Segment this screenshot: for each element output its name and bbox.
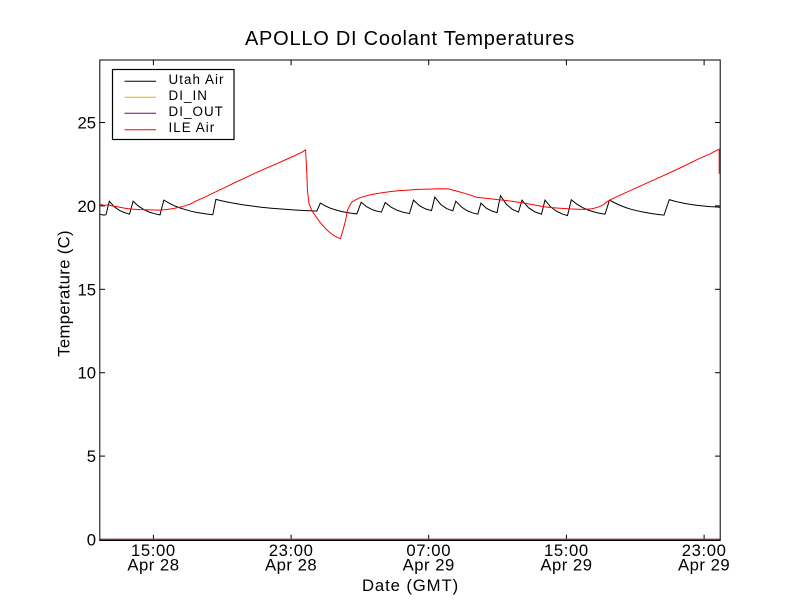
svg-text:5: 5 — [87, 447, 96, 466]
svg-text:DI_OUT: DI_OUT — [169, 104, 224, 119]
svg-text:20: 20 — [77, 197, 96, 216]
svg-text:15: 15 — [77, 280, 96, 299]
svg-text:25: 25 — [77, 114, 96, 133]
svg-text:Date (GMT): Date (GMT) — [362, 576, 459, 595]
svg-text:Apr 29: Apr 29 — [403, 556, 455, 575]
svg-text:15:00: 15:00 — [131, 541, 176, 560]
svg-text:0: 0 — [87, 531, 96, 550]
svg-text:APOLLO DI Coolant Temperatures: APOLLO DI Coolant Temperatures — [245, 28, 575, 50]
svg-text:DI_IN: DI_IN — [169, 88, 208, 103]
svg-text:Apr 29: Apr 29 — [540, 556, 592, 575]
svg-text:Temperature (C): Temperature (C) — [55, 230, 74, 357]
svg-text:23:00: 23:00 — [269, 541, 314, 560]
svg-text:23:00: 23:00 — [682, 541, 727, 560]
svg-text:15:00: 15:00 — [544, 541, 589, 560]
svg-text:ILE Air: ILE Air — [169, 120, 216, 135]
svg-text:Apr 28: Apr 28 — [265, 556, 317, 575]
svg-text:07:00: 07:00 — [406, 541, 451, 560]
svg-text:Utah Air: Utah Air — [169, 72, 225, 87]
svg-text:Apr 29: Apr 29 — [678, 556, 730, 575]
svg-text:10: 10 — [77, 364, 96, 383]
svg-text:Apr 28: Apr 28 — [127, 556, 179, 575]
